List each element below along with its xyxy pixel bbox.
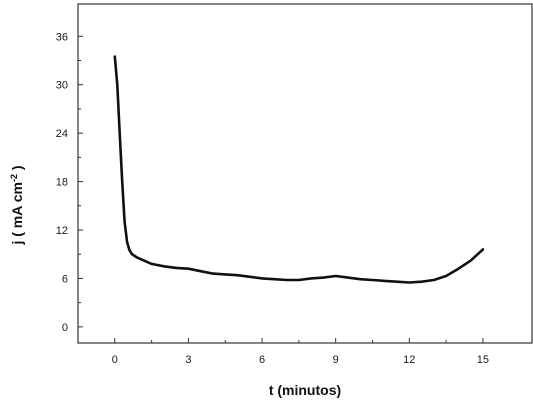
x-axis-label: t (minutos) <box>269 382 341 398</box>
x-tick-label: 6 <box>259 354 265 366</box>
y-tick-label: 6 <box>62 273 68 285</box>
y-tick-label: 24 <box>56 128 68 140</box>
y-axis-label-end: ) <box>9 165 25 174</box>
x-tick-label: 9 <box>333 354 339 366</box>
y-tick-label: 30 <box>56 80 68 92</box>
y-tick-label: 0 <box>62 322 68 334</box>
y-axis-label: j ( mA cm-2 ) <box>9 165 25 245</box>
y-axis-label-superscript: -2 <box>9 174 19 182</box>
x-tick-label: 0 <box>112 354 118 366</box>
y-axis-label-main: j ( mA cm <box>9 182 25 246</box>
x-axis-ticks: 0 3 6 9 12 15 <box>112 338 489 366</box>
y-axis-ticks: 0 6 12 18 24 30 36 <box>56 31 83 334</box>
y-tick-label: 12 <box>56 225 68 237</box>
series-line <box>113 55 485 284</box>
y-tick-label: 18 <box>56 177 68 189</box>
x-tick-label: 12 <box>403 354 415 366</box>
x-tick-label: 3 <box>185 354 191 366</box>
series-layer <box>113 55 485 284</box>
y-tick-label: 36 <box>56 31 68 43</box>
plot-frame <box>77 3 533 344</box>
x-tick-label: 15 <box>477 354 489 366</box>
